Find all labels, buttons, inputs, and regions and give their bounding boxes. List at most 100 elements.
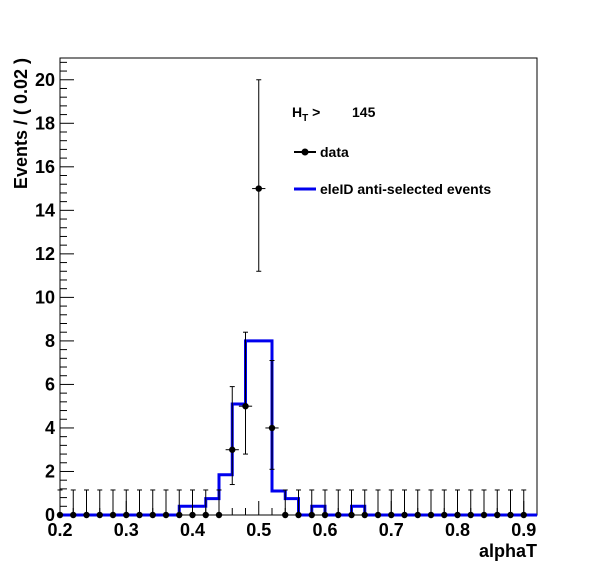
data-point xyxy=(441,489,448,519)
y-tick-label: 14 xyxy=(35,200,55,220)
y-tick-label: 20 xyxy=(35,70,55,90)
legend-data-marker xyxy=(301,148,309,156)
data-marker xyxy=(414,511,421,519)
data-point xyxy=(401,489,408,519)
data-marker xyxy=(215,511,223,519)
x-tick-label: 0.7 xyxy=(379,520,404,540)
data-marker xyxy=(83,511,90,519)
legend-entry-data: data xyxy=(320,144,349,160)
data-point xyxy=(295,489,302,519)
data-marker xyxy=(348,511,355,519)
data-point xyxy=(414,489,421,519)
y-axis-label: Events / ( 0.02 ) xyxy=(11,58,31,189)
data-point xyxy=(176,489,183,519)
y-tick-label: 4 xyxy=(45,418,55,438)
data-point xyxy=(265,359,279,470)
data-marker xyxy=(176,511,183,519)
data-marker xyxy=(308,511,315,519)
data-point xyxy=(507,489,514,519)
data-marker xyxy=(202,511,209,519)
data-marker xyxy=(335,511,342,519)
data-point xyxy=(109,489,117,519)
data-point xyxy=(494,489,501,519)
data-marker xyxy=(136,511,143,519)
data-marker xyxy=(70,511,77,519)
data-point xyxy=(189,489,196,519)
data-point xyxy=(215,489,223,519)
data-marker xyxy=(109,511,117,519)
data-marker xyxy=(520,511,527,519)
plot-frame xyxy=(59,57,538,516)
y-axis-tick-labels: 0 2 4 6 8 10 12 14 16 18 20 xyxy=(35,70,55,525)
data-point xyxy=(96,489,103,519)
anti-selected-histogram-line xyxy=(60,339,537,517)
x-tick-label: 0.8 xyxy=(445,520,470,540)
data-point xyxy=(149,489,156,519)
data-point xyxy=(225,386,239,486)
data-point xyxy=(136,489,143,519)
data-point xyxy=(70,489,77,519)
data-marker xyxy=(494,511,501,519)
data-point xyxy=(252,79,266,272)
data-point xyxy=(427,489,435,519)
y-tick-label: 6 xyxy=(45,374,55,394)
data-point xyxy=(335,489,342,519)
data-marker xyxy=(321,511,329,519)
x-tick-label: 0.3 xyxy=(114,520,139,540)
data-point xyxy=(480,489,488,519)
legend: HT > 145 data eleID anti-selected events xyxy=(292,104,491,197)
data-marker xyxy=(454,511,461,519)
y-tick-label: 2 xyxy=(45,461,55,481)
y-tick-label: 0 xyxy=(45,505,55,525)
data-marker xyxy=(255,185,262,192)
data-point xyxy=(202,489,209,519)
data-marker xyxy=(441,511,448,519)
data-marker xyxy=(361,511,368,519)
data-marker xyxy=(467,511,474,519)
legend-entry-anti-selected: eleID anti-selected events xyxy=(320,181,491,197)
data-points xyxy=(56,79,527,519)
data-marker xyxy=(56,511,64,519)
x-tick-label: 0.2 xyxy=(47,520,72,540)
data-marker xyxy=(149,511,156,519)
data-marker xyxy=(374,511,382,519)
data-point xyxy=(520,489,527,519)
legend-header: HT > 145 xyxy=(292,104,376,124)
data-marker xyxy=(507,511,514,519)
data-point xyxy=(374,489,382,519)
data-point xyxy=(56,489,64,519)
data-marker xyxy=(282,511,289,519)
data-marker xyxy=(162,511,170,519)
y-tick-label: 12 xyxy=(35,244,55,264)
data-point xyxy=(162,489,170,519)
x-tick-label: 0.4 xyxy=(180,520,205,540)
data-marker xyxy=(480,511,488,519)
data-point xyxy=(388,489,395,519)
data-point xyxy=(83,489,90,519)
data-marker xyxy=(268,424,276,432)
y-tick-label: 18 xyxy=(35,113,55,133)
y-tick-label: 10 xyxy=(35,287,55,307)
data-marker xyxy=(229,446,236,453)
data-marker xyxy=(96,511,103,519)
data-marker xyxy=(388,511,395,519)
y-tick-label: 8 xyxy=(45,331,55,351)
data-marker xyxy=(242,402,249,410)
data-marker xyxy=(427,511,435,519)
x-axis-label: alphaT xyxy=(479,541,537,561)
data-point xyxy=(123,489,130,519)
data-point xyxy=(348,489,355,519)
data-point xyxy=(454,489,461,519)
data-marker xyxy=(189,511,196,519)
data-marker xyxy=(295,511,302,519)
x-tick-label: 0.6 xyxy=(312,520,337,540)
x-tick-label: 0.5 xyxy=(246,520,271,540)
data-marker xyxy=(123,511,130,519)
y-axis-ticks xyxy=(60,61,74,516)
x-axis-tick-labels: 0.2 0.3 0.4 0.5 0.6 0.7 0.8 0.9 xyxy=(47,520,536,540)
data-point xyxy=(361,489,368,519)
data-point xyxy=(308,489,315,519)
data-point xyxy=(467,489,474,519)
y-tick-label: 16 xyxy=(35,157,55,177)
